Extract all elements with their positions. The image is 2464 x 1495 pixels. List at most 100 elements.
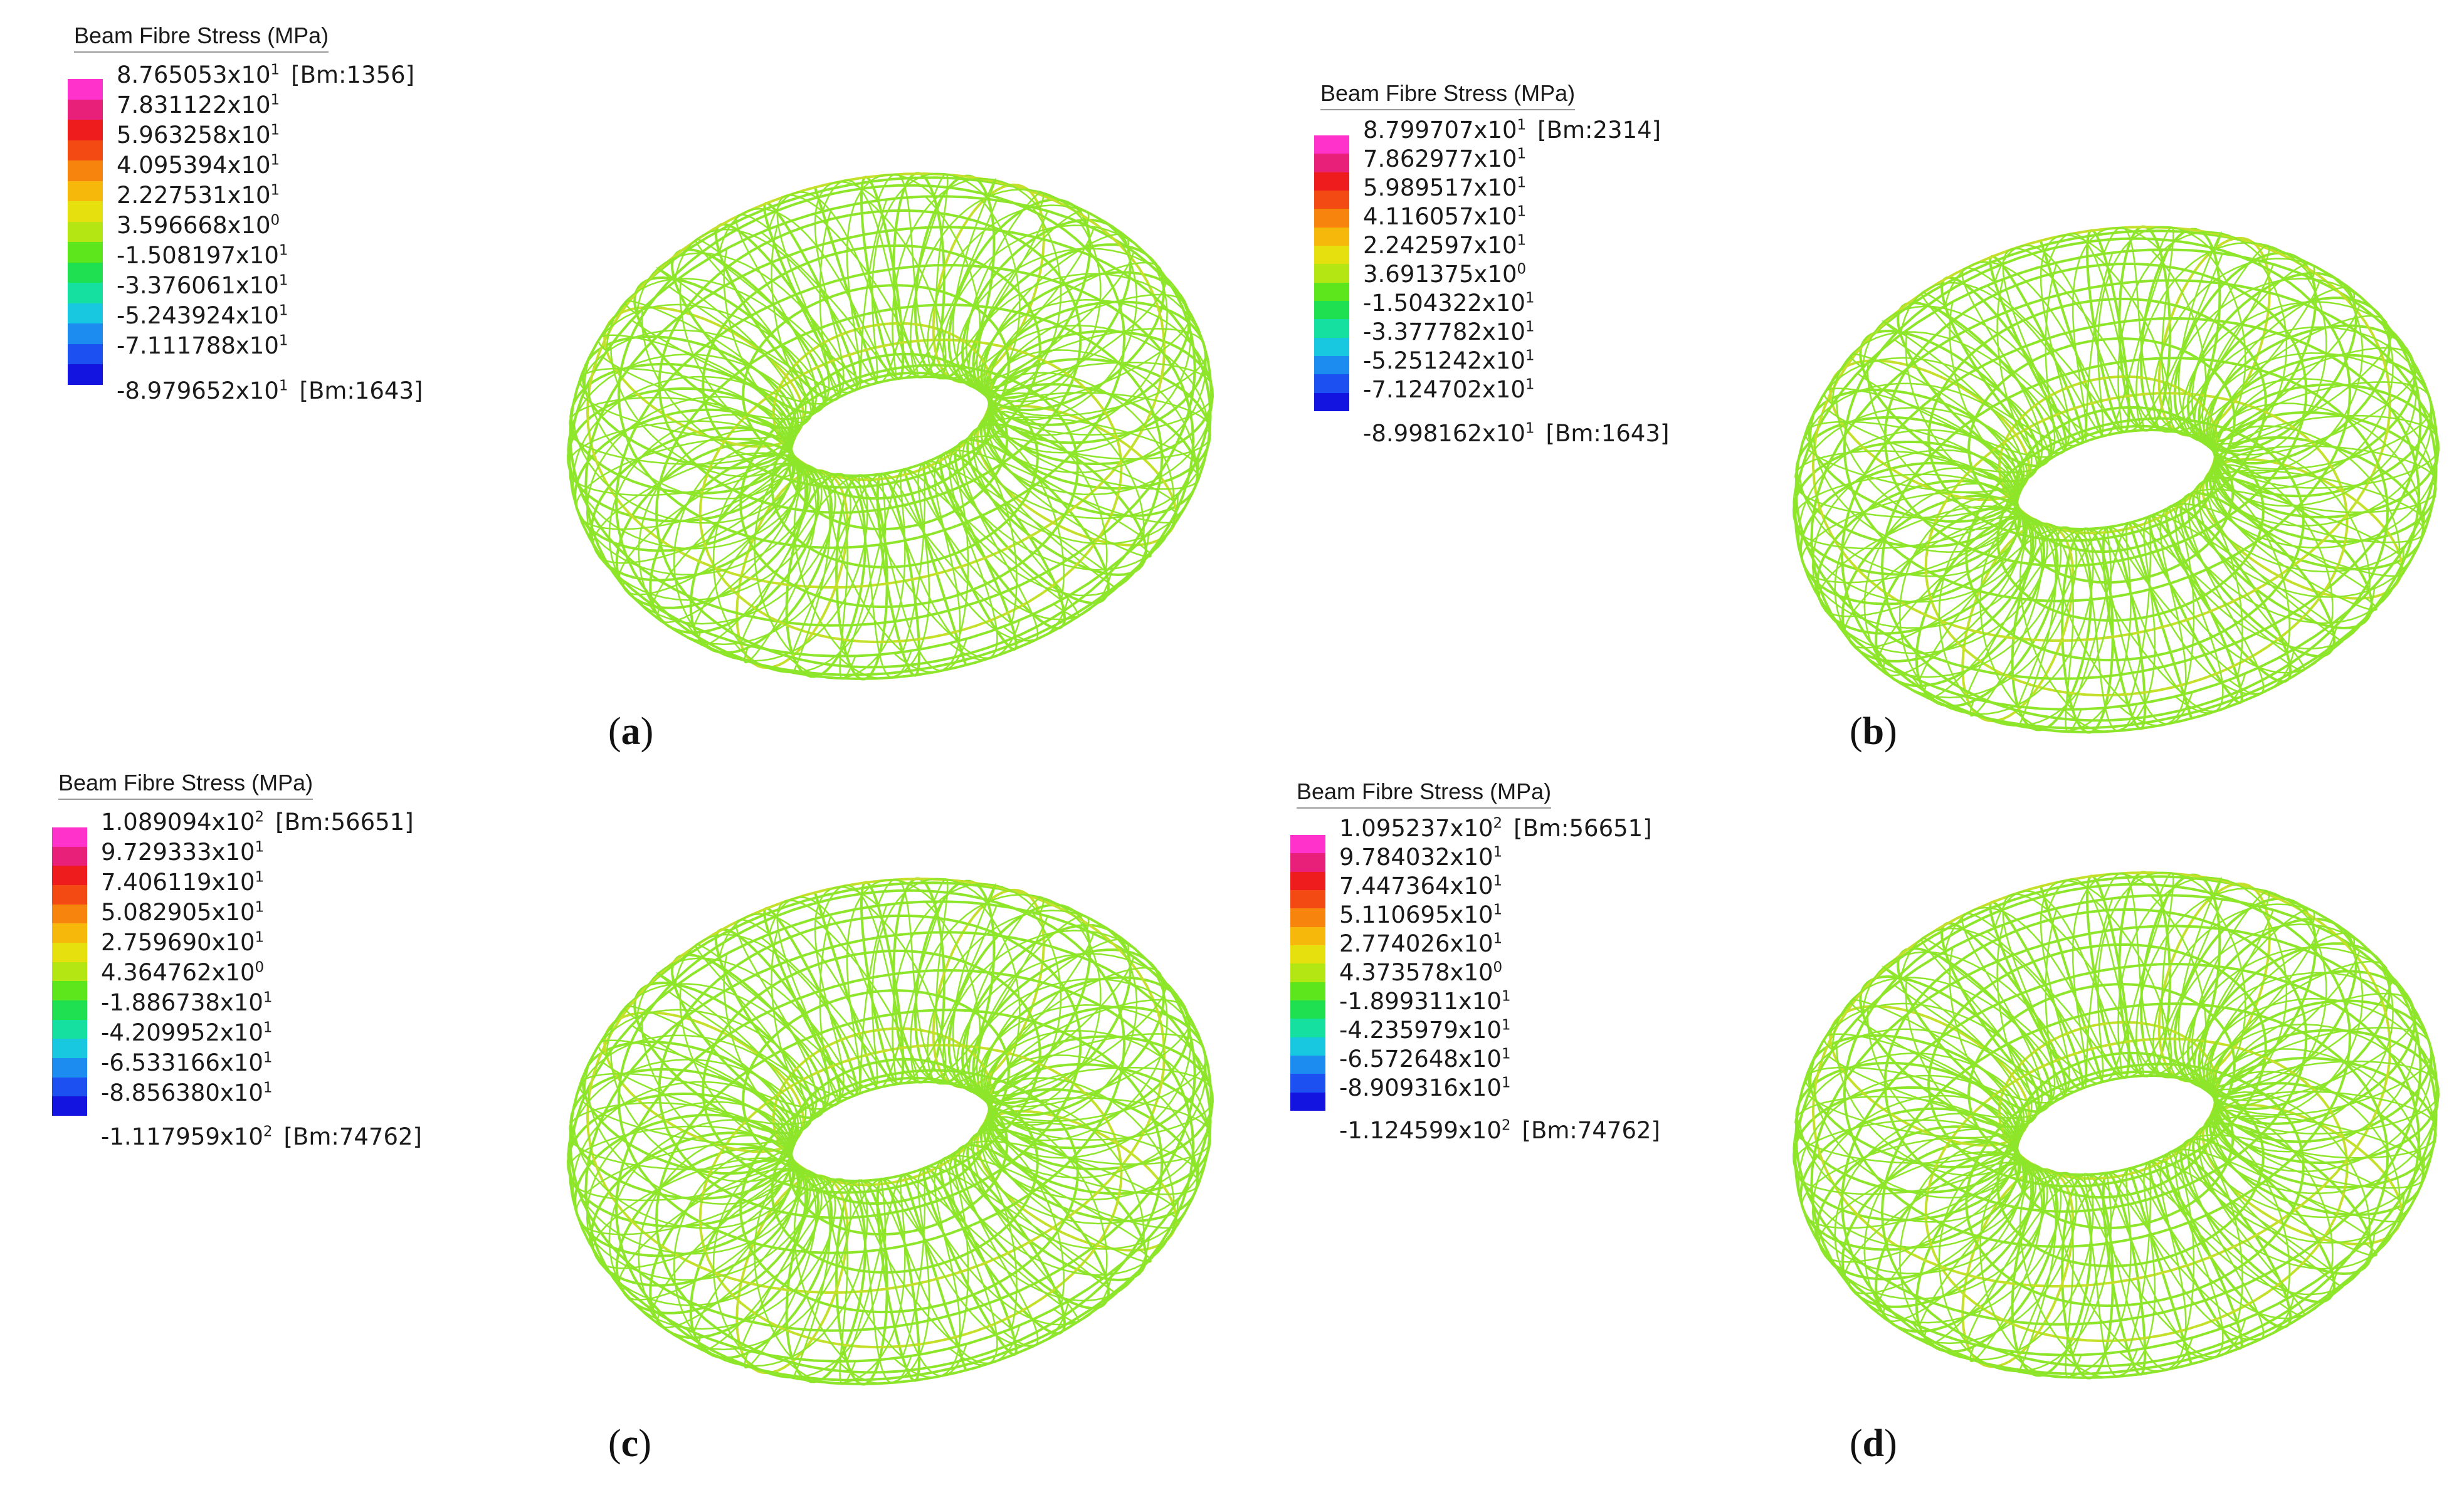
- mesh-line: [1815, 1162, 2048, 1353]
- colorbar-segment: [52, 846, 87, 866]
- mesh-line: [571, 238, 807, 465]
- colorbar-segment: [1314, 300, 1349, 320]
- mesh-line: [602, 194, 830, 420]
- legend-value: 7.862977x101: [1363, 145, 1527, 172]
- colorbar-segment: [1314, 355, 1349, 375]
- mesh-line: [2009, 1167, 2288, 1378]
- mesh-line: [2214, 992, 2414, 1223]
- mesh-line: [606, 209, 840, 399]
- legend-value: 2.242597x101: [1363, 232, 1527, 259]
- colorbar-segment: [52, 942, 87, 962]
- mesh-line: [1856, 234, 2105, 458]
- mesh-line: [1831, 262, 2066, 453]
- mesh-line: [2211, 1027, 2431, 1257]
- colorbar: [1290, 835, 1325, 1111]
- mesh-line: [1821, 387, 2018, 617]
- legend-value: -6.572648x101: [1339, 1046, 1511, 1073]
- mesh-line: [569, 397, 799, 624]
- mesh-line: [1793, 1119, 2032, 1345]
- mesh-line: [1872, 1172, 2129, 1352]
- mesh-line: [582, 214, 818, 440]
- colorbar-segment: [52, 904, 87, 924]
- legend-value: -3.376061x101: [117, 272, 288, 299]
- colorbar-segment: [52, 981, 87, 1000]
- mesh-line: [1994, 890, 2274, 1077]
- caption-d: (d): [1850, 1422, 1897, 1465]
- mesh-line: [2213, 315, 2425, 543]
- legend-title: Beam Fibre Stress (MPa): [1297, 779, 1552, 809]
- mesh-line: [1796, 291, 2033, 518]
- legend-value: 7.447364x101: [1339, 873, 1503, 900]
- colorbar-segment: [1314, 154, 1349, 172]
- mesh-line: [970, 1121, 1211, 1306]
- colorbar-segment: [1314, 282, 1349, 301]
- mesh-line: [813, 893, 1088, 1084]
- mesh-line: [785, 1178, 867, 1383]
- mesh-line: [1919, 527, 2193, 725]
- mesh-line: [902, 461, 1150, 653]
- legend-value: -1.508197x101: [117, 242, 288, 269]
- mesh-line: [837, 1166, 1107, 1385]
- mesh-line: [613, 1175, 848, 1362]
- mesh-line: [1900, 894, 2169, 1083]
- mesh-line: [2209, 286, 2437, 513]
- mesh-line: [1877, 1168, 2138, 1378]
- mesh-line: [655, 303, 1164, 669]
- colorbar-segment: [1290, 1019, 1325, 1037]
- legend-value: 2.759690x101: [101, 929, 265, 956]
- mesh-line: [868, 201, 1129, 379]
- colorbar: [1314, 135, 1349, 411]
- colorbar-segment: [1314, 392, 1349, 411]
- mesh-line: [618, 1167, 856, 1385]
- legend-value: 4.116057x101: [1363, 203, 1527, 230]
- caption-c: (c): [608, 1422, 651, 1465]
- mesh-line: [2177, 876, 2417, 1101]
- mesh-line: [1880, 357, 2389, 722]
- mesh-line: [618, 462, 856, 680]
- colorbar-segment: [52, 1096, 87, 1116]
- legend-value: 2.227531x101: [117, 182, 280, 209]
- mesh-line: [569, 972, 799, 1202]
- mesh-line: [983, 233, 1211, 460]
- colorbar-segment: [1290, 908, 1325, 927]
- colorbar-segment: [1290, 945, 1325, 964]
- colorbar-segment: [52, 1039, 87, 1058]
- mesh-line: [571, 953, 812, 1136]
- legend-value: 3.596668x100: [117, 212, 280, 239]
- mesh-line: [1839, 523, 2073, 710]
- mesh-line: [674, 196, 944, 384]
- mesh-line: [1958, 1171, 2238, 1372]
- mesh-line: [617, 184, 1126, 549]
- mesh-line: [821, 179, 1095, 380]
- mesh-line: [983, 938, 1211, 1165]
- mesh-line: [571, 943, 807, 1170]
- colorbar-segment: [52, 923, 87, 943]
- mesh-line: [668, 174, 935, 394]
- legend-value: 4.364762x100: [101, 959, 265, 986]
- mesh-line: [2103, 872, 2361, 1083]
- mesh-line: [602, 900, 830, 1125]
- legend-value: 8.799707x101 [Bm:2314]: [1363, 117, 1661, 144]
- colorbar-segment: [1314, 245, 1349, 265]
- mesh-line: [2174, 488, 2401, 714]
- mesh-line: [2169, 1151, 2405, 1341]
- mesh-line: [1811, 871, 2392, 1288]
- mesh-line: [631, 886, 879, 1110]
- mesh-line: [2196, 469, 2437, 654]
- mesh-line: [1965, 417, 2305, 662]
- legend-value: 5.082905x101: [101, 899, 265, 926]
- legend-value: 8.765053x101 [Bm:1356]: [117, 61, 415, 88]
- legend-value: -1.899311x101: [1339, 988, 1511, 1015]
- mesh-line: [2206, 414, 2438, 643]
- mesh-line: [1994, 244, 2274, 431]
- legend-value: -4.209952x101: [101, 1019, 273, 1046]
- legend-value: -8.909316x101: [1339, 1074, 1511, 1101]
- mesh-line: [985, 338, 1207, 538]
- colorbar-segment: [52, 884, 87, 905]
- mesh-line: [1877, 522, 2138, 732]
- mesh-line: [846, 1173, 1114, 1362]
- mesh-line: [1815, 516, 2048, 708]
- mesh-line: [952, 177, 1191, 402]
- mesh-line: [1843, 237, 2352, 602]
- mesh-line: [1818, 505, 2056, 728]
